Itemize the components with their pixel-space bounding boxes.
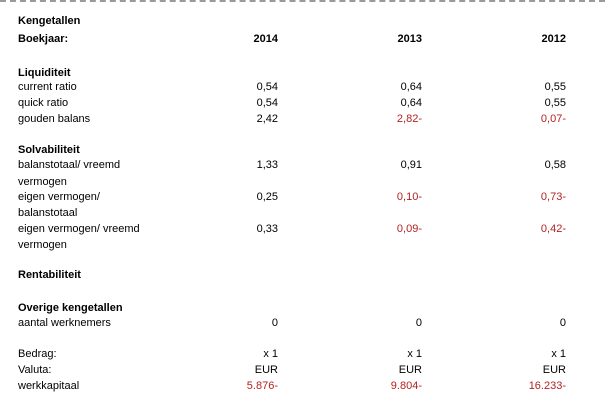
value-cell: 2,42 xyxy=(256,113,278,125)
value-cell: 0,58 xyxy=(544,159,566,171)
negative-value-cell: 9.804- xyxy=(390,380,422,392)
row-label-bedrag: Bedrag: xyxy=(18,348,57,360)
row-label-quick-ratio: quick ratio xyxy=(18,97,69,109)
value-cell: 0,33 xyxy=(256,223,278,235)
value-cell: 0,64 xyxy=(400,97,422,109)
negative-value-cell: 0,73- xyxy=(540,191,566,203)
value-cell: 0,25 xyxy=(256,191,278,203)
row-label-eigen-vermogen-vreemd-vermogen-line2: vermogen xyxy=(18,239,67,251)
value-cell: 0,54 xyxy=(256,97,278,109)
value-cell: EUR xyxy=(254,364,278,376)
value-cell: EUR xyxy=(398,364,422,376)
negative-value-cell: 2,82- xyxy=(396,113,422,125)
row-label-werkkapitaal: werkkapitaal xyxy=(18,380,80,392)
row-label-gouden-balans: gouden balans xyxy=(18,113,91,125)
negative-value-cell: 16.233- xyxy=(528,380,566,392)
row-label-eigen-vermogen-vreemd-vermogen-line1: eigen vermogen/ vreemd xyxy=(18,223,140,235)
row-label-eigen-vermogen-balanstotaal-line1: eigen vermogen/ xyxy=(18,191,100,203)
row-label-balanstotaal-vreemd-vermogen-line2: vermogen xyxy=(18,176,67,188)
boekjaar-label: Boekjaar: xyxy=(18,33,69,45)
value-cell: x 1 xyxy=(407,348,422,360)
value-cell: EUR xyxy=(542,364,566,376)
value-cell: 0,55 xyxy=(544,81,566,93)
value-cell: 0,55 xyxy=(544,97,566,109)
year-header-2013: 2013 xyxy=(397,33,422,45)
value-cell: 0 xyxy=(559,317,566,329)
overige-kengetallen-heading: Overige kengetallen xyxy=(18,302,123,314)
solvabiliteit-heading: Solvabiliteit xyxy=(18,144,80,156)
liquiditeit-heading: Liquiditeit xyxy=(18,67,71,79)
negative-value-cell: 0,42- xyxy=(540,223,566,235)
value-cell: x 1 xyxy=(551,348,566,360)
top-dashed-rule xyxy=(0,0,605,2)
value-cell: x 1 xyxy=(263,348,278,360)
row-label-current-ratio: current ratio xyxy=(18,81,77,93)
value-cell: 1,33 xyxy=(256,159,278,171)
negative-value-cell: 0,09- xyxy=(396,223,422,235)
row-label-balanstotaal-vreemd-vermogen-line1: balanstotaal/ vreemd xyxy=(18,159,121,171)
rentabiliteit-heading: Rentabiliteit xyxy=(18,269,81,281)
value-cell: 0 xyxy=(415,317,422,329)
value-cell: 0,64 xyxy=(400,81,422,93)
value-cell: 0,91 xyxy=(400,159,422,171)
row-label-eigen-vermogen-balanstotaal-line2: balanstotaal xyxy=(18,207,78,219)
negative-value-cell: 0,10- xyxy=(396,191,422,203)
row-label-valuta: Valuta: xyxy=(18,364,52,376)
year-header-2012: 2012 xyxy=(541,33,566,45)
negative-value-cell: 0,07- xyxy=(540,113,566,125)
row-label-aantal-werknemers: aantal werknemers xyxy=(18,317,111,329)
year-header-2014: 2014 xyxy=(253,33,278,45)
negative-value-cell: 5.876- xyxy=(246,380,278,392)
value-cell: 0,54 xyxy=(256,81,278,93)
value-cell: 0 xyxy=(271,317,278,329)
section-title: Kengetallen xyxy=(18,15,81,27)
